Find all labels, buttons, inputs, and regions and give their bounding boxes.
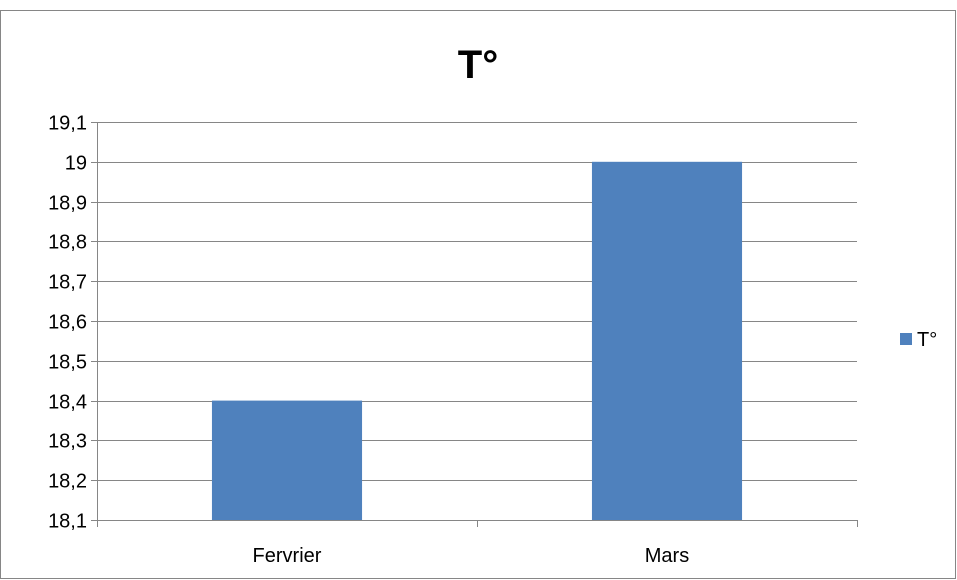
y-tick-label: 18,2 bbox=[48, 471, 87, 493]
legend-entry-label: T° bbox=[917, 329, 937, 351]
bar bbox=[211, 400, 363, 520]
y-tick-label: 18,3 bbox=[48, 431, 87, 453]
bars bbox=[211, 161, 743, 521]
x-tick-label: Fervrier bbox=[253, 545, 322, 567]
x-tick-label: Mars bbox=[645, 545, 689, 567]
y-tick-label: 18,9 bbox=[48, 193, 87, 215]
x-axis-tick-labels: Fervrier Mars bbox=[253, 545, 690, 567]
y-tick-label: 18,1 bbox=[48, 511, 87, 533]
y-tick-label: 18,5 bbox=[48, 352, 87, 374]
bar bbox=[591, 161, 743, 521]
y-tick-label: 18,8 bbox=[48, 232, 87, 254]
y-tick-label: 18,7 bbox=[48, 272, 87, 294]
chart-border bbox=[0, 10, 956, 579]
axes bbox=[91, 122, 858, 527]
y-tick-label: 19 bbox=[65, 153, 87, 175]
y-axis-tick-labels: 18,1 18,2 18,3 18,4 18,5 18,6 18,7 18,8 18,9 19 19… bbox=[48, 113, 87, 533]
y-tick-label: 18,6 bbox=[48, 312, 87, 334]
y-tick-label: 18,4 bbox=[48, 392, 87, 414]
legend: T° bbox=[900, 329, 937, 351]
legend-swatch bbox=[900, 333, 912, 345]
chart-title: T° bbox=[458, 43, 498, 87]
y-tick-label: 19,1 bbox=[48, 113, 87, 135]
